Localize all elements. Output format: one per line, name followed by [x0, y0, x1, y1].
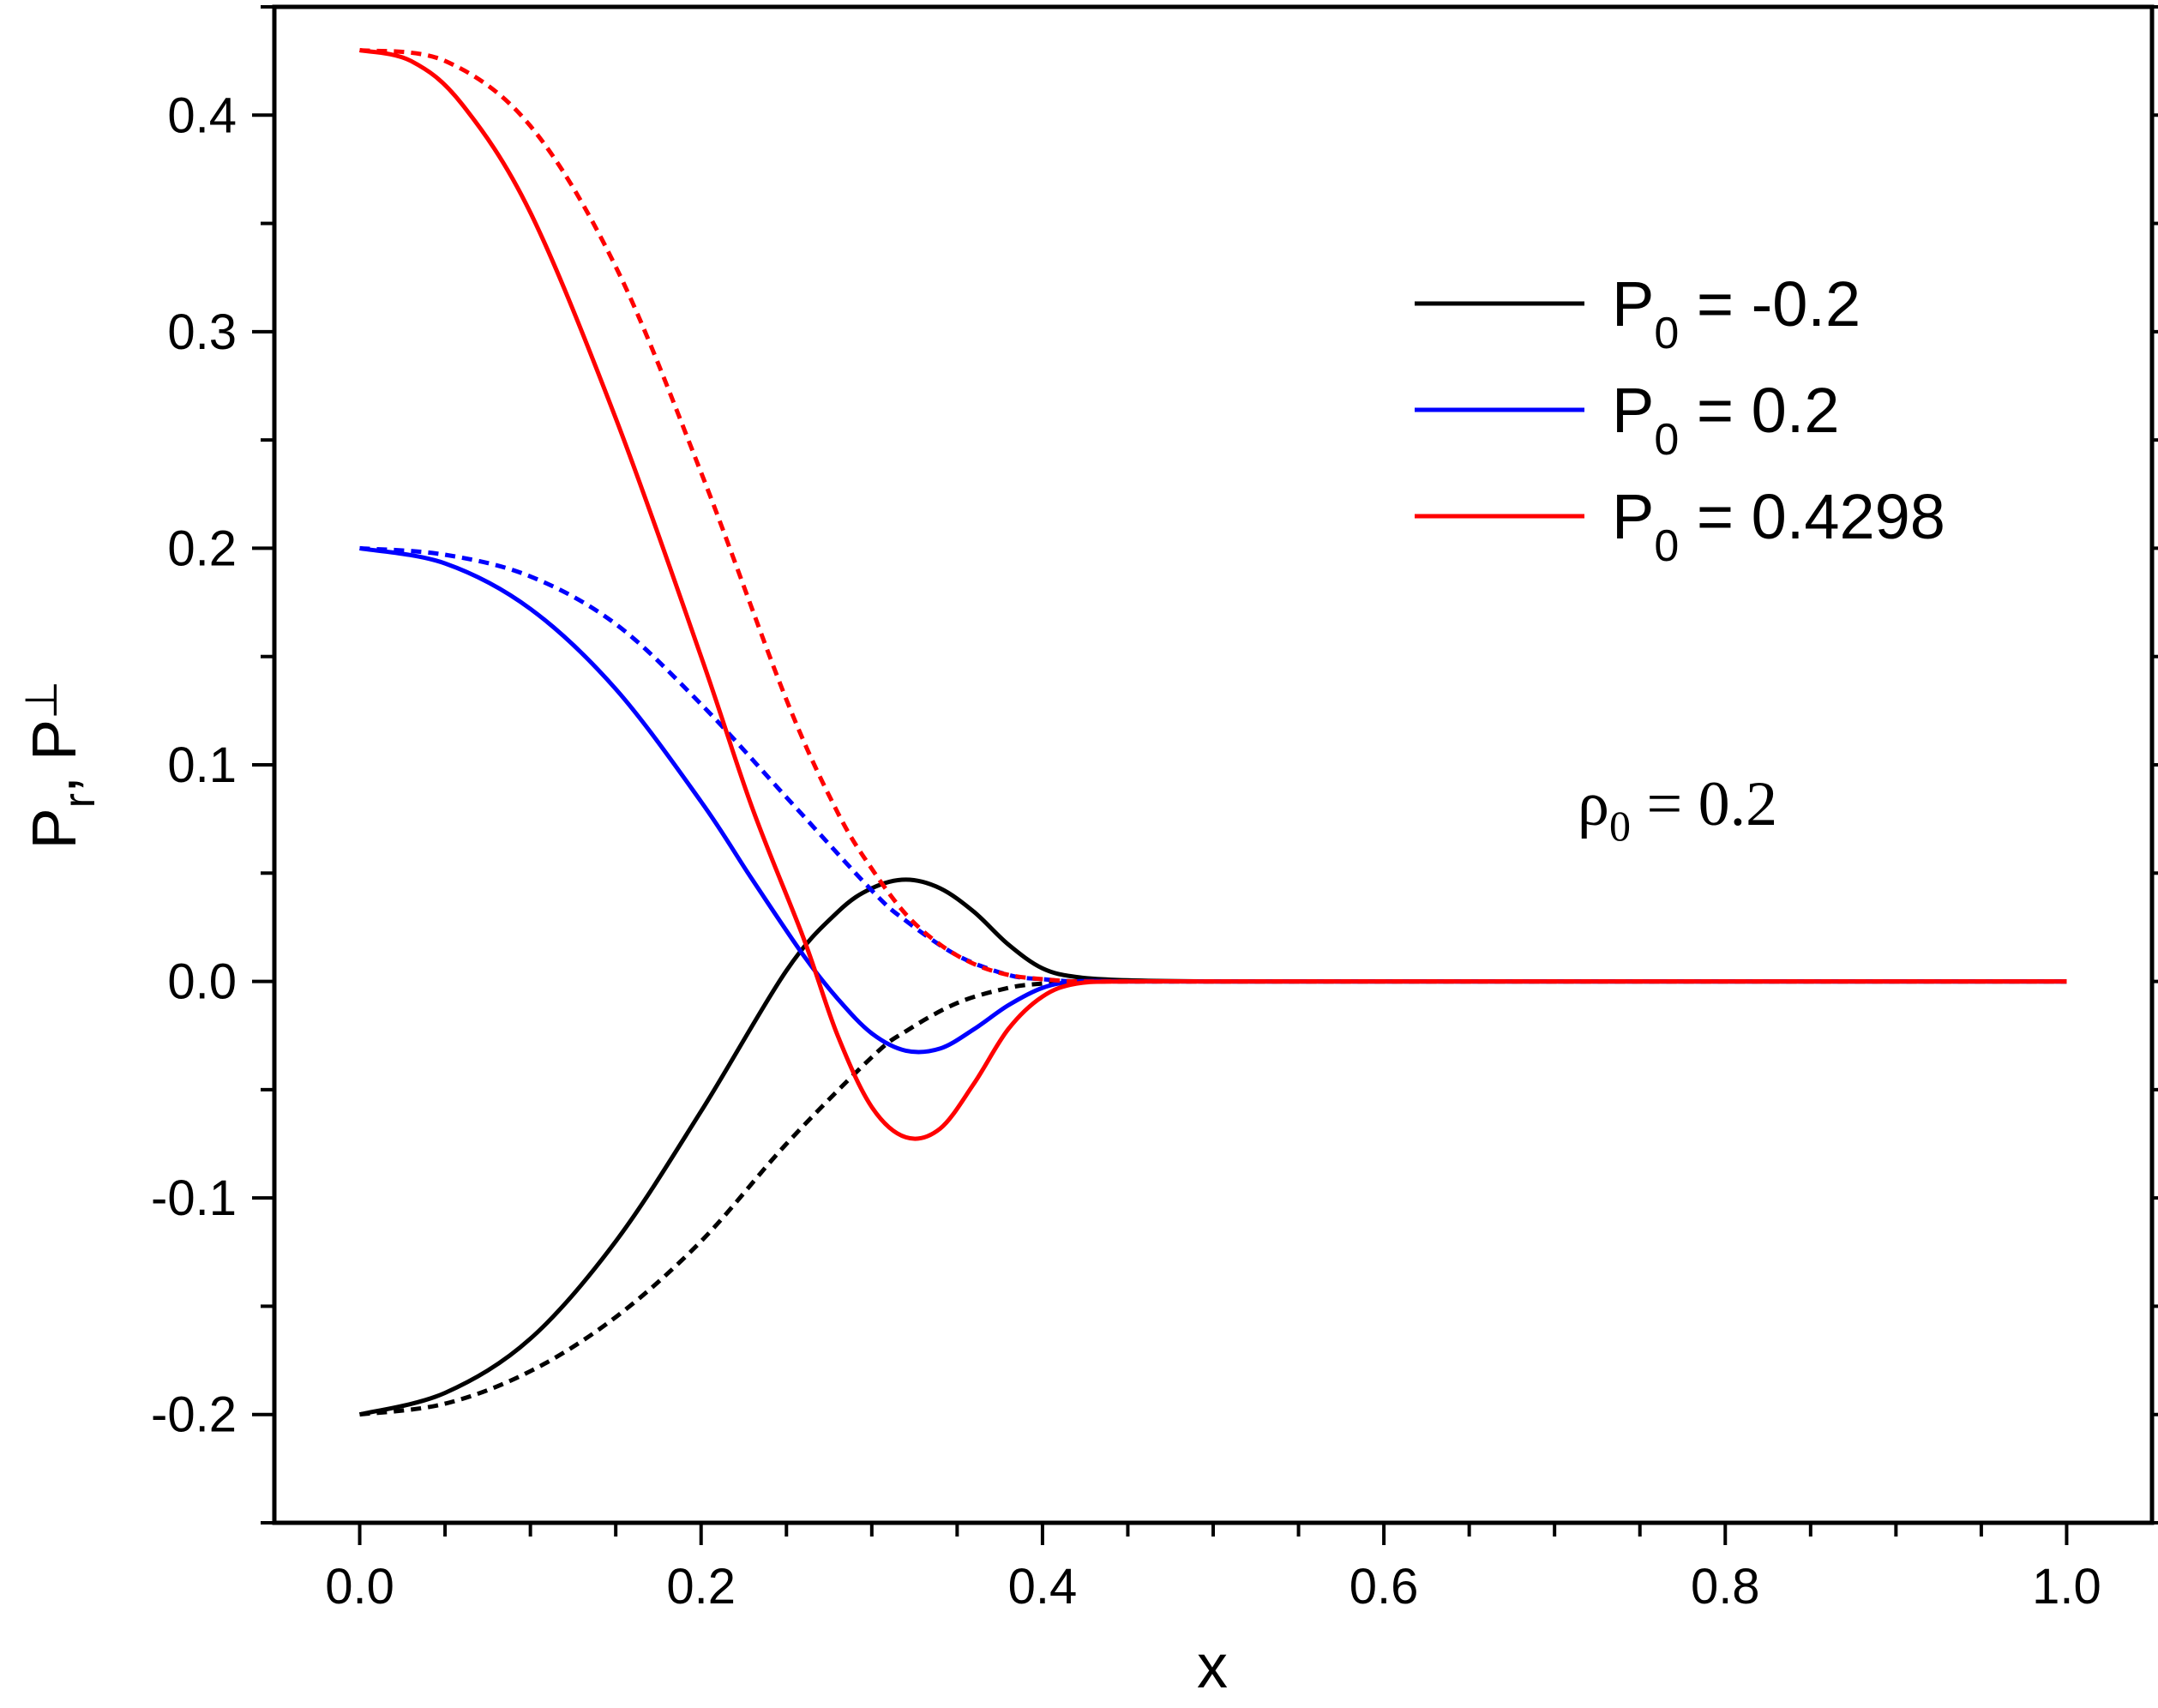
y-tick-label: 0.2 [167, 520, 237, 576]
series-line-1 [359, 978, 2067, 1417]
x-tick-label: 0.2 [666, 1559, 736, 1615]
x-tick-label: 0.6 [1350, 1559, 1419, 1615]
svg-text:Pr,P⊥: Pr,P⊥ [17, 681, 105, 850]
legend-label: P0 = -0.2 [1612, 268, 1860, 358]
y-axis-label-perp-sub: ⊥ [17, 681, 67, 719]
y-tick-label: 0.0 [167, 954, 237, 1010]
y-axis-label-comma: , [21, 776, 89, 793]
rho-annotation: ρ0 = 0.2 [1578, 769, 1777, 850]
y-axis-label-p2: P [21, 719, 89, 761]
legend-label: P0 = 0.4298 [1612, 481, 1945, 571]
y-axis-label-r-sub: r [55, 793, 105, 808]
series-line-3 [359, 545, 2067, 984]
series-line-4 [358, 48, 2067, 1141]
series-line-0 [358, 877, 2067, 1417]
series-line-5 [359, 48, 2067, 984]
x-tick-label: 0.0 [325, 1559, 394, 1615]
y-tick-label: 0.4 [167, 87, 237, 143]
series-line-2 [359, 545, 2067, 1055]
y-tick-label: -0.2 [151, 1387, 237, 1443]
ticks-group: 0.0 0.2 0.4 0.6 0.8 1.0 -0.2 -0.1 0.0 0.1 0.2 0.3 0.… [151, 5, 2158, 1615]
plot-frame [272, 4, 2155, 1525]
curves-group [358, 48, 2067, 1417]
y-tick-label: 0.3 [167, 304, 237, 360]
y-tick-label: -0.1 [151, 1170, 237, 1226]
y-axis-label: Pr,P⊥ [17, 681, 105, 850]
x-axis-label: x [1197, 1633, 1228, 1701]
y-tick-label: 0.1 [167, 737, 237, 793]
y-axis-label-p: P [21, 808, 89, 849]
x-tick-label: 1.0 [2032, 1559, 2101, 1615]
x-tick-label: 0.8 [1691, 1559, 1760, 1615]
x-tick-label: 0.4 [1008, 1559, 1078, 1615]
legend: P0 = -0.2 P0 = 0.2 P0 = 0.4298 [1415, 268, 1945, 571]
legend-label: P0 = 0.2 [1612, 375, 1840, 465]
